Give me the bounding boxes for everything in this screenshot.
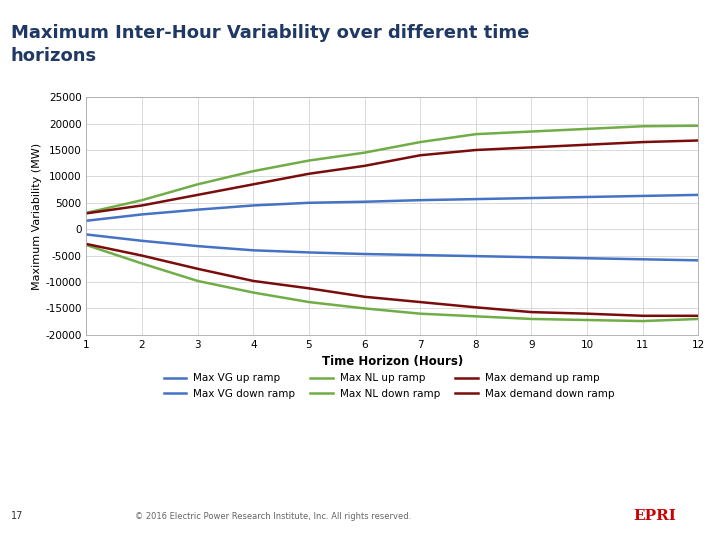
Text: Values are Ramp over given time period, starting from every hour
in 8760 dataset: Values are Ramp over given time period, … xyxy=(7,446,503,477)
Text: EPRI: EPRI xyxy=(634,509,677,523)
Text: 17: 17 xyxy=(11,511,23,521)
Legend: Max VG up ramp, Max VG down ramp, Max NL up ramp, Max NL down ramp, Max demand u: Max VG up ramp, Max VG down ramp, Max NL… xyxy=(159,369,618,403)
Text: Maximum Inter-Hour Variability over different time
horizons: Maximum Inter-Hour Variability over diff… xyxy=(11,24,529,65)
Y-axis label: Maximum Variability (MW): Maximum Variability (MW) xyxy=(32,143,42,289)
Text: © 2016 Electric Power Research Institute, Inc. All rights reserved.: © 2016 Electric Power Research Institute… xyxy=(135,512,412,521)
X-axis label: Time Horizon (Hours): Time Horizon (Hours) xyxy=(322,355,463,368)
